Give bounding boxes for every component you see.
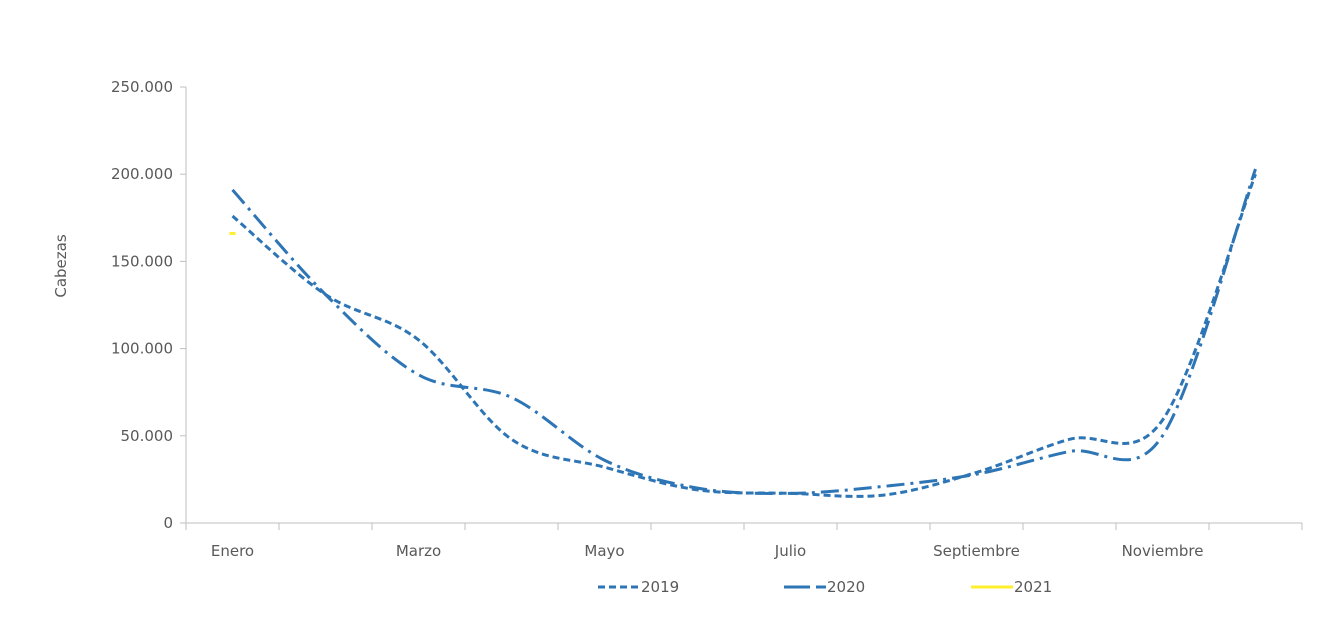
x-axis: Enero Marzo Mayo Julio Septiembre Noviembre bbox=[185, 522, 1303, 560]
series-line-2020 bbox=[231, 168, 1257, 495]
x-tick-label: Marzo bbox=[396, 542, 441, 560]
series-2020 bbox=[231, 168, 1257, 495]
legend-item-2020: 2020 bbox=[784, 578, 865, 596]
y-tick-label: 100.000 bbox=[111, 340, 173, 358]
y-tick-label: 50.000 bbox=[121, 427, 174, 445]
legend: 2019 2020 2021 bbox=[598, 578, 1052, 596]
x-tick-label: Julio bbox=[774, 542, 806, 560]
x-tick-label: Enero bbox=[211, 542, 254, 560]
series-line-2019 bbox=[231, 173, 1257, 498]
y-axis: 0 50.000 100.000 150.000 200.000 250.000 bbox=[111, 78, 187, 532]
legend-label-2021: 2021 bbox=[1014, 578, 1052, 596]
series-layer bbox=[229, 168, 1257, 498]
legend-item-2019: 2019 bbox=[598, 578, 679, 596]
y-tick-label: 0 bbox=[163, 514, 173, 532]
y-tick-label: 150.000 bbox=[111, 252, 173, 270]
legend-label-2019: 2019 bbox=[641, 578, 679, 596]
legend-label-2020: 2020 bbox=[827, 578, 865, 596]
series-2019 bbox=[231, 173, 1257, 498]
x-tick-label: Mayo bbox=[584, 542, 624, 560]
legend-item-2021: 2021 bbox=[971, 578, 1052, 596]
y-tick-label: 200.000 bbox=[111, 165, 173, 183]
y-axis-title: Cabezas bbox=[52, 234, 70, 297]
y-tick-label: 250.000 bbox=[111, 78, 173, 96]
x-tick-label: Noviembre bbox=[1122, 542, 1204, 560]
x-tick-label: Septiembre bbox=[933, 542, 1020, 560]
